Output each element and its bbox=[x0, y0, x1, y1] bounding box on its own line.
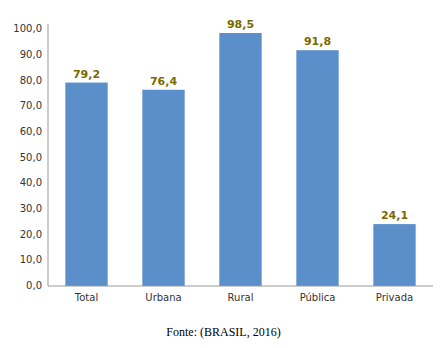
bar bbox=[219, 33, 261, 286]
bar bbox=[65, 83, 107, 286]
x-tick-label: Rural bbox=[228, 292, 254, 303]
x-tick-label: Pública bbox=[300, 292, 336, 303]
y-tick-label: 70,0 bbox=[20, 100, 42, 111]
chart-container: 0,0 10,0 20,0 30,0 40,0 50,0 60,0 70,0 80,0 90,0 1… bbox=[0, 0, 447, 348]
data-label: 79,2 bbox=[73, 68, 100, 81]
y-tick-label: 50,0 bbox=[20, 152, 42, 163]
y-tick-label: 90,0 bbox=[20, 49, 42, 60]
x-tick-label: Privada bbox=[376, 292, 413, 303]
caption: Fonte: (BRASIL, 2016) bbox=[166, 325, 280, 339]
y-tick-label: 80,0 bbox=[20, 75, 42, 86]
bars bbox=[65, 33, 415, 286]
y-axis-line bbox=[48, 24, 49, 286]
data-label: 98,5 bbox=[227, 18, 254, 31]
y-tick-label: 20,0 bbox=[20, 229, 42, 240]
data-label: 76,4 bbox=[150, 75, 177, 88]
y-tick-label: 10,0 bbox=[20, 254, 42, 265]
chart: 0,0 10,0 20,0 30,0 40,0 50,0 60,0 70,0 80,0 90,0 1… bbox=[0, 0, 447, 348]
data-label: 91,8 bbox=[304, 35, 331, 48]
bar bbox=[142, 90, 184, 286]
bar bbox=[373, 224, 415, 286]
y-tick-label: 0,0 bbox=[26, 280, 42, 291]
y-tick-label: 60,0 bbox=[20, 126, 42, 137]
bar bbox=[296, 50, 338, 286]
data-label: 24,1 bbox=[381, 209, 408, 222]
y-tick-label: 30,0 bbox=[20, 203, 42, 214]
x-tick-label: Total bbox=[74, 292, 98, 303]
x-tick-label: Urbana bbox=[145, 292, 181, 303]
y-tick-label: 100,0 bbox=[13, 23, 42, 34]
x-axis-line bbox=[48, 286, 433, 287]
y-tick-label: 40,0 bbox=[20, 177, 42, 188]
